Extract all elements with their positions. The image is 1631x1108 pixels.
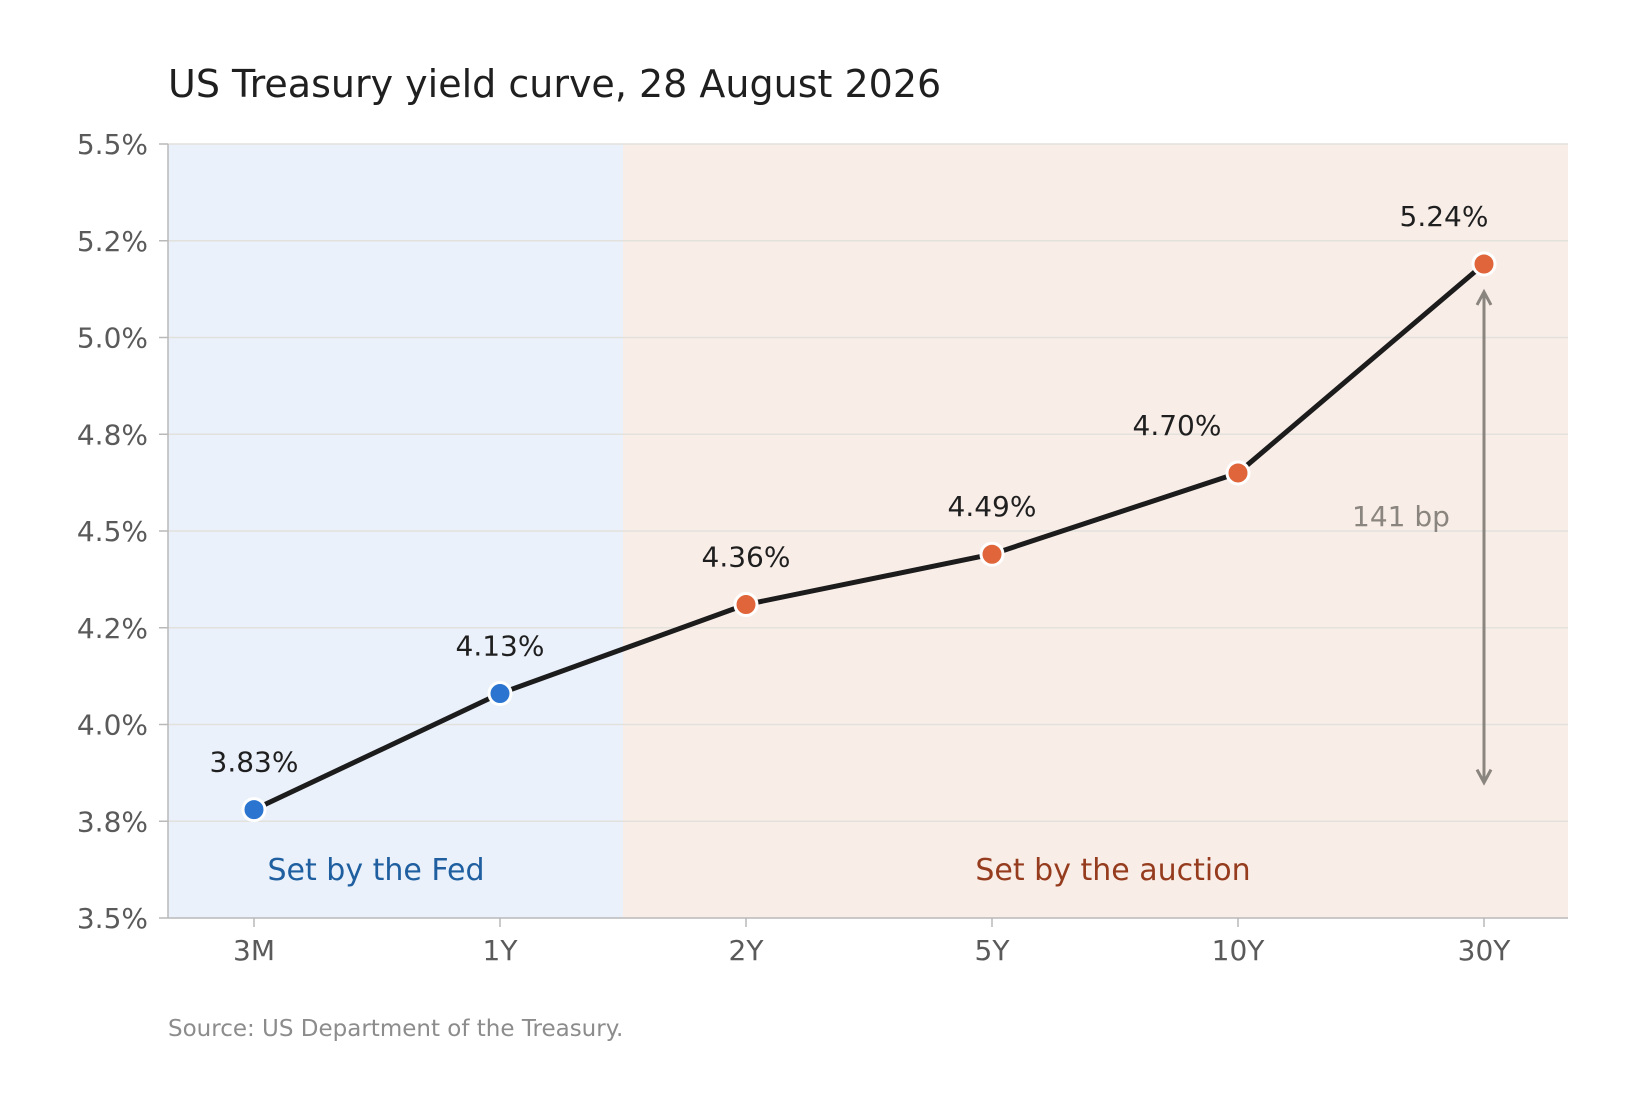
source-note: Source: US Department of the Treasury. bbox=[168, 1016, 624, 1042]
data-point-30Y bbox=[1471, 251, 1497, 277]
data-point-5Y bbox=[979, 541, 1005, 567]
data-label-1Y: 4.13% bbox=[456, 630, 545, 663]
data-label-2Y: 4.36% bbox=[702, 541, 791, 574]
data-point-2Y bbox=[733, 592, 759, 618]
data-point-1Y bbox=[487, 681, 513, 707]
x-tick-label: 1Y bbox=[483, 934, 519, 967]
gridlines bbox=[168, 143, 1568, 822]
data-labels: 3.83% 4.13% 4.36% 4.49% 4.70% 5.24% bbox=[210, 200, 1489, 779]
yield-curve-line bbox=[252, 262, 1486, 812]
data-label-3M: 3.83% bbox=[210, 746, 299, 779]
y-tick-label: 4.8% bbox=[77, 418, 148, 451]
y-tick-label: 4.2% bbox=[77, 612, 148, 645]
x-tick-label: 5Y bbox=[975, 934, 1011, 967]
spread-arrow-head-up bbox=[1475, 288, 1493, 306]
x-tick-label: 10Y bbox=[1212, 934, 1266, 967]
x-tick-label: 30Y bbox=[1458, 934, 1512, 967]
spread-annotation-label: 141 bp bbox=[1352, 500, 1450, 533]
region-labels: Set by the Fed Set by the auction bbox=[267, 853, 1250, 888]
region-label-fed: Set by the Fed bbox=[267, 853, 484, 888]
y-tick-label: 4.5% bbox=[77, 515, 148, 548]
data-label-30Y: 5.24% bbox=[1400, 200, 1489, 233]
x-tick-label: 2Y bbox=[729, 934, 765, 967]
data-label-10Y: 4.70% bbox=[1133, 409, 1222, 442]
chart-title: US Treasury yield curve, 28 August 2026 bbox=[168, 62, 942, 106]
region-label-auction: Set by the auction bbox=[975, 853, 1250, 888]
y-tick-label: 5.2% bbox=[77, 225, 148, 258]
data-label-5Y: 4.49% bbox=[948, 490, 1037, 523]
x-tick-label: 3M bbox=[233, 934, 275, 967]
y-tick-label: 3.8% bbox=[77, 805, 148, 838]
data-point-3M bbox=[241, 797, 267, 823]
spread-annotation: 141 bp bbox=[1352, 288, 1493, 786]
spread-arrow-head-down bbox=[1475, 768, 1493, 786]
yield-series bbox=[241, 251, 1497, 823]
data-point-10Y bbox=[1225, 460, 1251, 486]
y-tick-label: 3.5% bbox=[77, 902, 148, 935]
y-tick-label: 5.0% bbox=[77, 322, 148, 355]
y-tick-label: 4.0% bbox=[77, 709, 148, 742]
axes: 3.5% 3.8% 4.0% 4.2% 4.5% 4.8% 5.0% 5.2% 5.5% 3M 1Y… bbox=[77, 128, 1568, 967]
y-tick-label: 5.5% bbox=[77, 128, 148, 161]
